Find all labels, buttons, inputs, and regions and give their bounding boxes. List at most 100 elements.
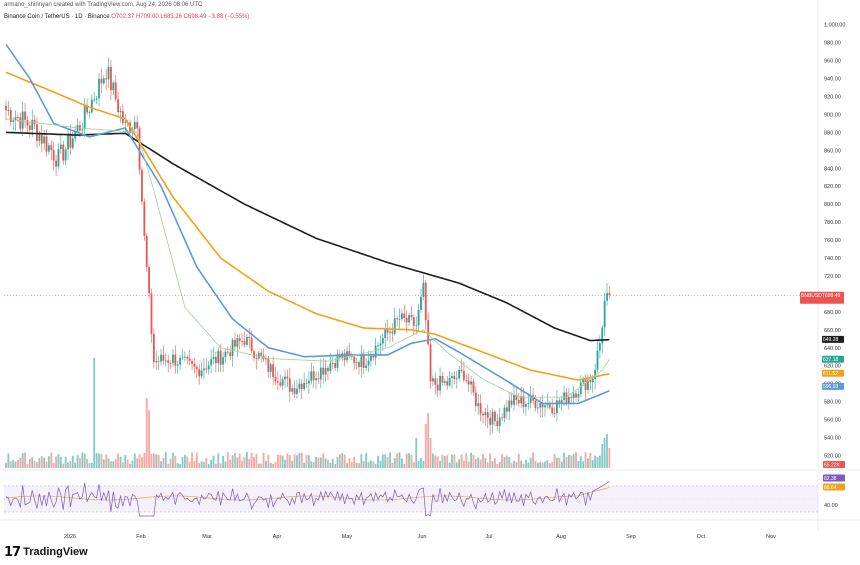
volume-bar	[393, 458, 396, 468]
candle-body	[119, 110, 122, 113]
volume-bar	[494, 458, 496, 468]
volume-bar	[596, 457, 599, 468]
candle-body	[260, 352, 263, 356]
candle-body	[582, 378, 585, 383]
candle-body	[59, 144, 62, 150]
brand-name: TradingView	[23, 546, 88, 558]
volume-bar	[379, 460, 382, 468]
x-tick-label: Feb	[136, 534, 145, 540]
y-tick-label: 660.00	[824, 328, 841, 334]
candle-body	[446, 381, 449, 386]
rsi-tick-label: 40.00	[824, 503, 838, 509]
candle-body	[284, 376, 286, 380]
volume-bar	[83, 453, 86, 468]
candle-body	[305, 382, 308, 384]
tradingview-brand[interactable]: 17 TradingView	[4, 544, 88, 560]
candle-body	[379, 343, 382, 346]
volume-bar	[231, 455, 234, 468]
candle-body	[236, 338, 239, 347]
y-tick-label: 640.00	[824, 346, 841, 352]
candle-body	[358, 362, 360, 368]
candle-body	[257, 352, 260, 359]
candle-body	[467, 380, 470, 385]
candle-body	[114, 82, 117, 100]
volume-bar	[74, 462, 77, 468]
candle-body	[164, 360, 167, 362]
volume-bar	[181, 457, 184, 468]
rsi-panel	[5, 481, 610, 517]
candle-body	[579, 382, 582, 395]
volume-bar	[544, 461, 546, 468]
x-tick-label: Mar	[202, 534, 212, 540]
candle-body	[243, 341, 246, 345]
y-tick-label: 680.00	[824, 310, 841, 316]
volume-bar	[386, 457, 389, 468]
candle-body	[138, 128, 141, 170]
volume-bar	[587, 458, 589, 468]
candle-body	[155, 360, 158, 363]
candle-body	[36, 124, 38, 141]
candle-body	[460, 369, 463, 371]
y-tick-label: 740.00	[824, 256, 841, 262]
volume-bar	[396, 453, 399, 468]
candle-body	[17, 117, 19, 119]
volume-bars	[5, 358, 611, 468]
volume-bar	[303, 462, 306, 468]
volume-bar	[591, 460, 594, 468]
candle-body	[472, 381, 475, 393]
candle-body	[174, 354, 177, 366]
candle-body	[370, 355, 372, 361]
volume-bar	[241, 460, 244, 468]
volume-bar	[157, 454, 160, 468]
candle-body	[43, 136, 46, 144]
volume-bar	[322, 453, 325, 468]
price-tag	[822, 355, 844, 363]
volume-bar	[434, 455, 437, 468]
price-tag	[822, 369, 844, 377]
symbol-info[interactable]: Binance Coin / TetherUS · 1D · Binance O…	[4, 14, 249, 20]
volume-bar	[31, 457, 34, 468]
volume-bar	[265, 461, 267, 468]
volume-bar	[501, 454, 503, 468]
volume-bar	[331, 458, 334, 468]
volume-bar	[343, 454, 346, 468]
volume-bar	[107, 458, 110, 468]
x-tick-label: Nov	[766, 534, 776, 540]
candle-body	[439, 376, 441, 391]
volume-bar	[203, 462, 205, 468]
volume-bar	[577, 461, 580, 468]
candle-body	[169, 363, 172, 364]
x-tick-label: Oct	[697, 534, 706, 540]
candle-body	[7, 110, 10, 111]
volume-bar	[470, 452, 472, 468]
candle-body	[551, 407, 554, 414]
volume-bar	[489, 453, 492, 468]
volume-bar	[327, 459, 329, 468]
volume-bar	[560, 461, 563, 468]
volume-bar	[339, 454, 341, 468]
volume-bar	[315, 457, 317, 468]
x-tick-label: 2026	[64, 534, 76, 540]
x-tick-label: May	[342, 534, 353, 540]
volume-bar	[458, 459, 461, 468]
candle-body	[5, 105, 7, 111]
y-tick-label: 620.00	[824, 364, 841, 370]
candle-body	[167, 360, 170, 364]
y-tick-label: 960.00	[824, 59, 841, 65]
candle-body	[229, 352, 232, 357]
candle-body	[324, 367, 327, 375]
volume-bar	[348, 458, 351, 468]
candle-body	[372, 355, 375, 358]
volume-bar	[293, 454, 296, 468]
candle-body	[265, 358, 267, 360]
volume-bar	[482, 454, 484, 468]
candle-body	[76, 125, 79, 132]
x-tick-label: Aug	[556, 534, 566, 540]
candle-body	[408, 315, 410, 323]
volume-bar	[55, 456, 57, 468]
volume-bar	[217, 453, 220, 468]
volume-bar	[126, 459, 129, 468]
candle-body	[219, 350, 222, 365]
candle-body	[176, 364, 179, 366]
